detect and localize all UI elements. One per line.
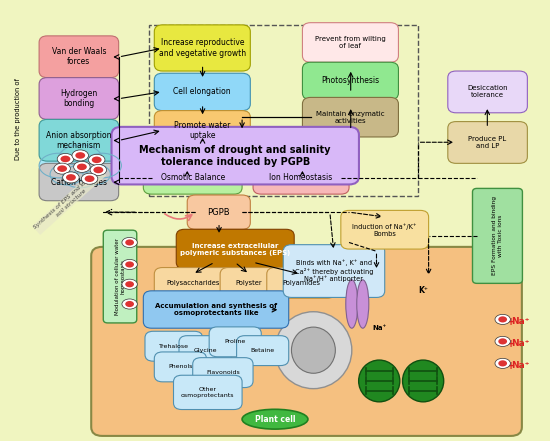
Ellipse shape [81,173,98,184]
FancyBboxPatch shape [267,268,336,298]
FancyBboxPatch shape [155,268,231,298]
Text: Other
osmoprotectants: Other osmoprotectants [181,387,234,398]
Ellipse shape [498,316,507,322]
FancyBboxPatch shape [103,230,137,323]
Ellipse shape [122,299,138,309]
Ellipse shape [495,336,510,347]
FancyBboxPatch shape [144,161,242,194]
Text: Na⁺: Na⁺ [372,325,386,331]
Text: +: + [507,361,515,370]
Ellipse shape [63,172,79,183]
Text: Trehalose: Trehalose [159,344,189,349]
FancyBboxPatch shape [220,268,278,298]
FancyBboxPatch shape [155,352,206,382]
Ellipse shape [498,338,507,344]
Ellipse shape [89,154,105,165]
Text: Glycine: Glycine [193,348,217,353]
FancyBboxPatch shape [155,25,250,71]
FancyBboxPatch shape [176,229,294,269]
Ellipse shape [242,409,308,429]
Text: Plant cell: Plant cell [255,415,295,424]
Text: Na⁺: Na⁺ [512,361,530,370]
Text: Desiccation
tolerance: Desiccation tolerance [468,86,508,98]
Text: Accumulation and synthesis of
osmoprotectants like: Accumulation and synthesis of osmoprotec… [155,303,277,316]
Ellipse shape [275,312,352,389]
Text: Cell elongation: Cell elongation [173,87,231,97]
Ellipse shape [125,301,134,307]
FancyBboxPatch shape [187,195,250,229]
Ellipse shape [75,152,85,159]
Ellipse shape [50,164,83,185]
Text: Mechanism of drought and salinity
tolerance induced by PGPB: Mechanism of drought and salinity tolera… [140,145,331,167]
Ellipse shape [85,176,95,182]
Ellipse shape [495,314,510,325]
FancyBboxPatch shape [173,375,242,410]
Text: Polysaccharides: Polysaccharides [166,280,219,286]
Ellipse shape [60,156,70,162]
Text: Hydrogen
bonding: Hydrogen bonding [60,89,97,108]
Text: Maintain enzymatic
activities: Maintain enzymatic activities [316,111,385,123]
Text: Prevent from wilting
of leaf: Prevent from wilting of leaf [315,36,386,49]
Ellipse shape [54,163,70,174]
Ellipse shape [72,150,89,161]
FancyBboxPatch shape [302,62,398,100]
Text: Photosynthesis: Photosynthesis [321,76,380,86]
FancyBboxPatch shape [144,291,289,328]
FancyBboxPatch shape [302,22,398,62]
Ellipse shape [125,262,134,268]
Text: Due to the production of: Due to the production of [15,78,21,161]
Ellipse shape [74,161,90,172]
FancyBboxPatch shape [39,78,119,120]
Ellipse shape [90,164,107,176]
Text: Flavonoids: Flavonoids [206,370,240,375]
Text: EPS Formation and binding
with Toxic ions: EPS Formation and binding with Toxic ion… [492,196,503,275]
Text: Polyamides: Polyamides [282,280,320,286]
Text: Induction of Na⁺/K⁺
Bombs: Induction of Na⁺/K⁺ Bombs [353,223,417,237]
FancyBboxPatch shape [448,122,527,163]
Ellipse shape [122,259,138,269]
Ellipse shape [498,360,507,366]
Text: K⁺: K⁺ [418,286,428,295]
FancyBboxPatch shape [39,163,119,201]
FancyBboxPatch shape [209,327,261,357]
Text: +: + [507,317,515,327]
Ellipse shape [39,153,78,178]
FancyBboxPatch shape [236,336,289,366]
Ellipse shape [122,279,138,289]
Ellipse shape [495,359,510,368]
Ellipse shape [125,281,134,288]
Text: Binds with Na⁺, K⁺ and
Ca²⁺ thereby activating
Na⁺/H⁺ antiporter: Binds with Na⁺, K⁺ and Ca²⁺ thereby acti… [295,260,373,283]
FancyBboxPatch shape [155,73,250,111]
Ellipse shape [63,165,98,188]
Text: Van der Waals
forces: Van der Waals forces [52,47,106,67]
Text: Promote water
uptake: Promote water uptake [174,121,230,140]
Text: Increase extracellular
polymeric substances (EPS): Increase extracellular polymeric substan… [180,243,290,256]
FancyBboxPatch shape [472,188,522,284]
FancyBboxPatch shape [179,336,231,366]
Ellipse shape [125,239,134,246]
Text: Ion Homeostasis: Ion Homeostasis [270,173,333,182]
Ellipse shape [403,360,444,402]
FancyBboxPatch shape [253,161,349,194]
Ellipse shape [92,157,102,163]
Ellipse shape [58,145,102,173]
Text: PGPB: PGPB [207,208,230,217]
FancyBboxPatch shape [448,71,527,113]
FancyBboxPatch shape [192,358,253,388]
Ellipse shape [346,280,358,328]
Ellipse shape [359,360,400,402]
Ellipse shape [357,280,369,328]
FancyBboxPatch shape [155,111,250,150]
Text: Anion absorption
mechanism: Anion absorption mechanism [46,131,112,150]
Text: Proline: Proline [224,339,246,344]
Text: Na⁺: Na⁺ [512,339,530,348]
Text: Synthesis of EPS and improve
soil structure: Synthesis of EPS and improve soil struct… [33,167,106,234]
FancyBboxPatch shape [341,210,428,249]
Text: Increase reproductive
and vegetative growth: Increase reproductive and vegetative gro… [159,38,246,58]
FancyBboxPatch shape [283,245,384,297]
Ellipse shape [122,237,138,247]
FancyBboxPatch shape [302,97,398,137]
FancyBboxPatch shape [112,127,359,184]
Text: Polyster: Polyster [235,280,262,286]
